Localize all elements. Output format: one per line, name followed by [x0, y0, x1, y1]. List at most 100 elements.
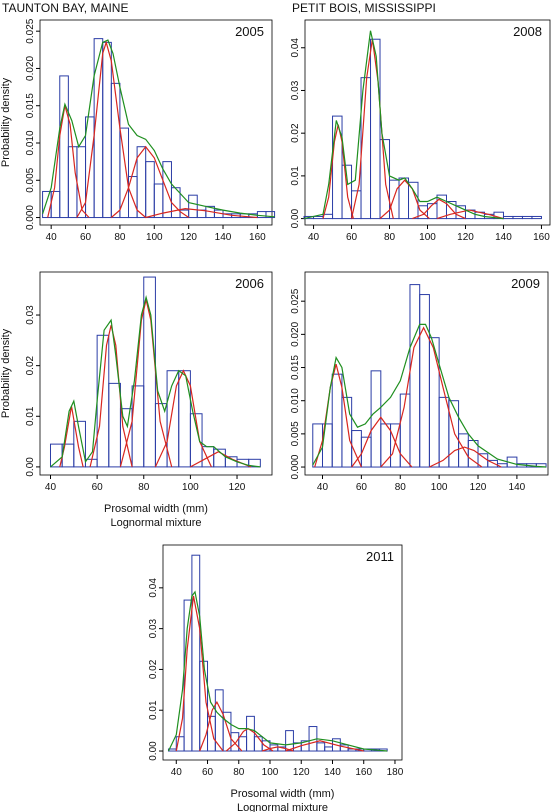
- histogram-bar: [531, 215, 542, 220]
- histogram-bar: [448, 400, 460, 468]
- y-tick-label: 0.00: [290, 208, 301, 228]
- y-tick-label: 0.03: [290, 80, 301, 100]
- component-curve: [119, 299, 173, 468]
- x-tick-label: 100: [182, 482, 199, 493]
- component-curve: [322, 124, 354, 219]
- histogram-bar: [427, 203, 438, 220]
- histogram-bar: [42, 190, 52, 219]
- histogram-bar: [428, 337, 440, 468]
- x-tick-label: 100: [431, 482, 448, 493]
- histogram-bar: [230, 732, 240, 752]
- x-tick-label: 60: [80, 232, 92, 243]
- x-axis-label: Prosomal width (mm): [231, 788, 335, 800]
- histogram-bar: [313, 215, 324, 220]
- x-tick-label: 140: [509, 482, 526, 493]
- histogram-bar: [59, 75, 69, 219]
- year-label: 2009: [511, 276, 540, 291]
- histogram-bar: [67, 146, 78, 219]
- histogram-bar: [370, 38, 381, 220]
- component-curve: [175, 595, 224, 752]
- y-axis-label: Probability density: [0, 77, 12, 167]
- y-tick-label: 0.02: [148, 659, 159, 679]
- x-tick-label: 120: [457, 232, 474, 243]
- y-tick-label: 0.005: [290, 421, 301, 446]
- y-tick-label: 0.020: [25, 56, 36, 81]
- x-tick-label: 140: [495, 232, 512, 243]
- histogram-bar: [178, 370, 191, 468]
- year-label: 2008: [513, 24, 542, 39]
- histogram-bar: [143, 276, 156, 468]
- histogram-bar: [248, 458, 261, 468]
- component-curve: [76, 40, 147, 218]
- component-curve: [145, 207, 258, 219]
- component-curve: [412, 198, 466, 220]
- x-tick-label: 60: [202, 767, 214, 778]
- y-tick-label: 0.00: [25, 457, 36, 477]
- histogram-bar: [145, 161, 155, 219]
- histogram-bar: [331, 373, 343, 468]
- histogram-bar: [389, 179, 400, 220]
- site-title: TAUNTON BAY, MAINE: [2, 1, 128, 15]
- histogram-bar: [341, 396, 353, 468]
- x-tick-label: 120: [180, 232, 197, 243]
- x-tick-label: 120: [293, 767, 310, 778]
- y-axis-label: Probability density: [0, 328, 12, 418]
- x-tick-label: 120: [229, 482, 246, 493]
- histogram-bar: [380, 423, 392, 468]
- mixture-curve: [167, 590, 388, 752]
- y-tick-label: 0.01: [148, 700, 159, 720]
- x-tick-label: 80: [233, 767, 245, 778]
- component-curve: [110, 145, 190, 218]
- mixture-curve: [42, 39, 275, 218]
- x-tick-label: 60: [346, 232, 358, 243]
- y-tick-label: 0.015: [290, 355, 301, 380]
- component-curve: [350, 39, 394, 219]
- component-curve: [285, 740, 364, 752]
- component-curve: [47, 105, 90, 218]
- y-tick-label: 0.010: [290, 388, 301, 413]
- y-tick-label: 0.025: [290, 288, 301, 313]
- x-tick-label: 40: [46, 232, 58, 243]
- subtitle: Lognormal mixture: [110, 517, 201, 529]
- x-tick-label: 160: [533, 232, 550, 243]
- y-tick-label: 0.03: [25, 305, 36, 325]
- x-tick-label: 100: [146, 232, 163, 243]
- x-axis-label: Prosomal width (mm): [104, 503, 208, 515]
- x-tick-label: 60: [356, 482, 368, 493]
- plot-frame: [304, 271, 549, 476]
- y-tick-label: 0.02: [25, 355, 36, 375]
- x-tick-label: 120: [470, 482, 487, 493]
- x-tick-label: 80: [138, 482, 150, 493]
- x-tick-label: 40: [171, 767, 183, 778]
- component-curve: [351, 416, 413, 468]
- y-tick-label: 0.010: [25, 130, 36, 155]
- histogram-bar: [256, 211, 267, 219]
- x-tick-label: 180: [387, 767, 404, 778]
- y-tick-label: 0.01: [25, 406, 36, 426]
- y-tick-label: 0.00: [148, 741, 159, 761]
- histogram-bar: [162, 161, 172, 219]
- plot-frame: [39, 271, 273, 476]
- x-tick-label: 80: [384, 232, 396, 243]
- x-tick-label: 100: [419, 232, 436, 243]
- histogram-bar: [188, 194, 198, 219]
- histogram-bar: [154, 403, 168, 468]
- mixture-curve: [303, 30, 504, 220]
- plot-frame: [162, 544, 403, 761]
- histogram-bar: [153, 183, 164, 219]
- mixture-curve: [50, 294, 261, 468]
- component-curve: [154, 369, 212, 468]
- y-tick-label: 0.005: [25, 167, 36, 192]
- histogram-bar: [110, 82, 121, 219]
- component-curve: [429, 446, 502, 468]
- histogram-bar: [73, 420, 86, 468]
- y-tick-label: 0.025: [25, 18, 36, 43]
- component-curve: [314, 364, 362, 468]
- year-label: 2005: [235, 24, 264, 39]
- histogram-bar: [512, 215, 523, 220]
- component-curve: [379, 179, 430, 220]
- histogram-bar: [521, 215, 533, 220]
- component-curve: [380, 326, 483, 468]
- histogram-bar: [253, 736, 263, 752]
